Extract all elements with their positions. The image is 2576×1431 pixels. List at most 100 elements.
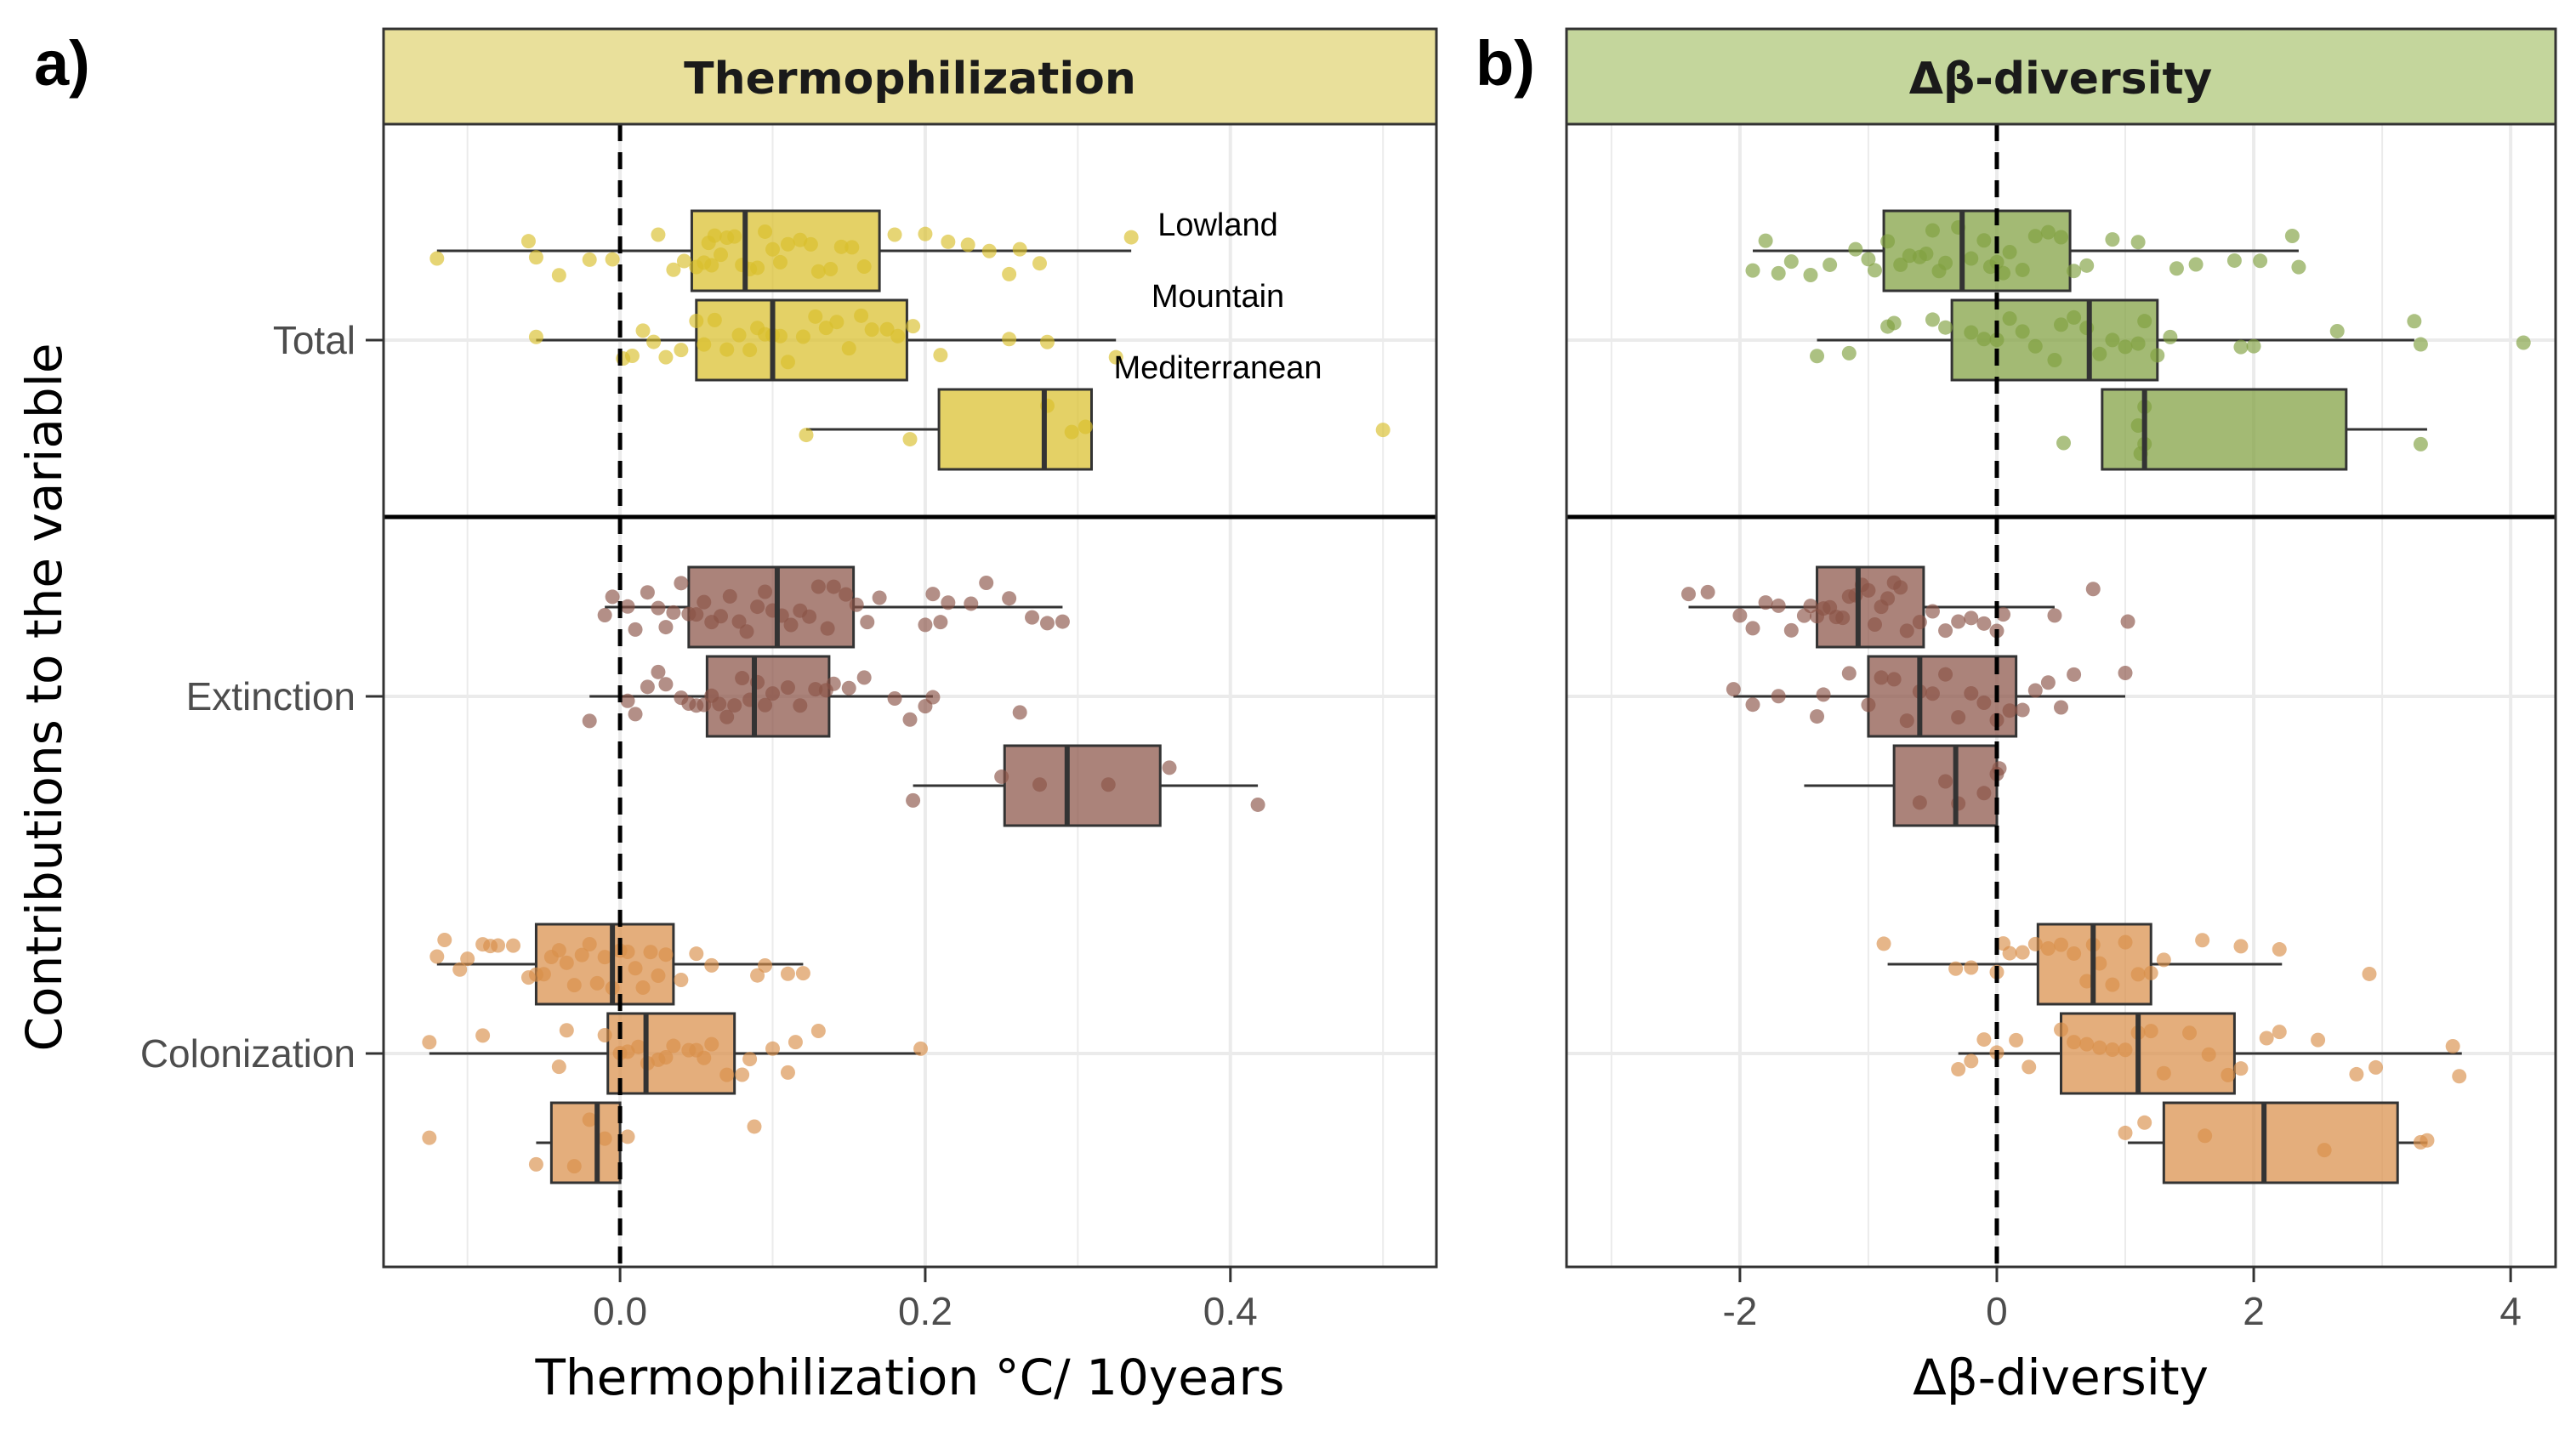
data-point xyxy=(491,938,506,953)
data-point xyxy=(2054,700,2068,715)
data-point xyxy=(1938,774,1953,789)
data-point xyxy=(1032,256,1048,271)
data-point xyxy=(1758,595,1773,610)
boxplot-total-mediterranean xyxy=(2056,388,2428,471)
boxplot-colonization-mediterranean xyxy=(2118,1101,2435,1184)
data-point xyxy=(795,966,810,981)
panel-a-frame xyxy=(382,122,1438,1269)
data-point xyxy=(820,621,835,636)
data-point xyxy=(2105,1042,2120,1058)
data-point xyxy=(1964,685,1979,701)
data-point xyxy=(2085,582,2101,597)
data-point xyxy=(640,679,655,695)
data-point xyxy=(2130,336,2146,351)
data-point xyxy=(2226,253,2242,268)
data-point xyxy=(1012,241,1027,257)
data-point xyxy=(2009,1032,2024,1048)
data-point xyxy=(879,321,895,337)
x-tick-label: 0 xyxy=(1986,1289,2008,1333)
data-point xyxy=(2067,309,2082,325)
data-point xyxy=(643,945,658,960)
data-point xyxy=(658,947,674,963)
data-point xyxy=(1925,604,1940,619)
data-point xyxy=(658,677,674,692)
data-point xyxy=(780,355,795,370)
data-point xyxy=(2253,253,2268,269)
data-point xyxy=(2022,1059,2037,1075)
data-point xyxy=(2079,258,2095,273)
data-point xyxy=(620,1129,635,1144)
data-point xyxy=(620,693,635,708)
data-point xyxy=(666,1038,681,1053)
data-point xyxy=(864,322,879,338)
data-point xyxy=(697,337,712,352)
boxplot-extinction-mediterranean xyxy=(1804,744,2007,827)
data-point xyxy=(772,328,788,344)
data-point xyxy=(2002,945,2017,961)
data-point xyxy=(2105,332,2120,348)
data-point xyxy=(1758,233,1773,248)
data-point xyxy=(722,588,737,604)
data-point xyxy=(2291,259,2306,275)
data-point xyxy=(856,259,872,275)
data-point xyxy=(750,260,765,275)
data-point xyxy=(1938,255,1953,270)
data-point xyxy=(1880,591,1896,606)
data-point xyxy=(979,576,994,591)
data-point xyxy=(2056,435,2072,451)
panel-b-strip xyxy=(1565,27,2557,126)
data-point xyxy=(528,250,543,265)
data-point xyxy=(1012,705,1027,720)
data-point xyxy=(833,239,849,254)
data-point xyxy=(582,713,597,729)
data-point xyxy=(860,615,875,630)
data-point xyxy=(2067,945,2082,961)
boxplot-total-mountain xyxy=(528,298,1123,382)
data-point xyxy=(697,1050,712,1065)
panel-a-x-axis-title: Thermophilization °C/ 10years xyxy=(534,1349,1284,1406)
data-point xyxy=(620,599,635,614)
data-point xyxy=(2150,348,2165,363)
data-point xyxy=(1039,334,1055,349)
data-point xyxy=(994,769,1009,785)
x-tick-label: 2 xyxy=(2243,1289,2265,1333)
data-point xyxy=(890,328,906,344)
boxplot-colonization-lowland xyxy=(1876,923,2377,1006)
data-point xyxy=(2118,339,2133,355)
data-point xyxy=(1055,614,1070,629)
data-point xyxy=(658,1049,674,1065)
data-point xyxy=(731,327,747,343)
data-point xyxy=(582,937,597,952)
data-point xyxy=(714,247,729,263)
data-point xyxy=(1745,621,1760,636)
x-tick-label: -2 xyxy=(1722,1289,1757,1333)
data-point xyxy=(1803,599,1818,614)
data-point xyxy=(1976,332,1992,347)
data-point xyxy=(1989,332,2005,348)
data-point xyxy=(2118,1042,2133,1058)
panel-b-boxplots xyxy=(1680,209,2531,1184)
data-point xyxy=(429,949,445,964)
data-point xyxy=(2130,235,2146,250)
data-point xyxy=(1964,960,1979,975)
data-point xyxy=(452,962,468,977)
panel-a-label: a) xyxy=(34,28,90,99)
data-point xyxy=(2246,338,2261,354)
data-point xyxy=(2163,329,2178,344)
data-point xyxy=(906,319,921,334)
data-point xyxy=(2445,1038,2460,1053)
data-point xyxy=(823,262,839,277)
data-point xyxy=(1867,263,1882,278)
data-point xyxy=(714,609,729,624)
x-tick-label: 0.4 xyxy=(1203,1289,1258,1333)
data-point xyxy=(818,321,833,336)
data-point xyxy=(1938,623,1953,639)
data-point xyxy=(674,576,689,591)
data-point xyxy=(727,229,742,244)
panel-b-frame xyxy=(1565,122,2557,1269)
data-point xyxy=(1925,312,1940,327)
boxplot-extinction-mountain xyxy=(582,655,1027,738)
data-point xyxy=(520,234,536,249)
data-point xyxy=(460,951,475,967)
data-point xyxy=(1976,1032,1992,1048)
